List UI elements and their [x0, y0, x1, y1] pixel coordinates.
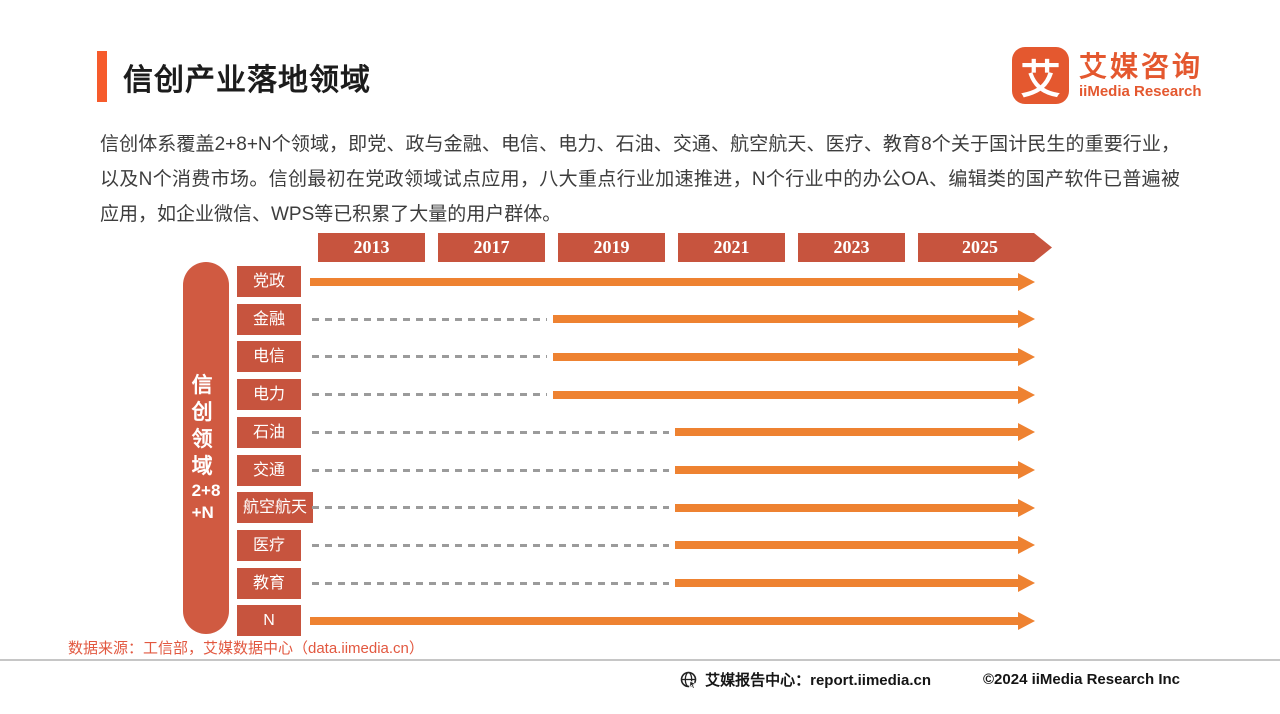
row-dashed-line: [312, 355, 548, 359]
row-track: [310, 417, 1052, 448]
chart-row: 电力: [237, 379, 1280, 411]
timeline-years: 2013 2017 2019 2021 2023 2025: [318, 233, 1052, 262]
row-arrow: [553, 352, 1018, 361]
row-dashed-line: [312, 430, 669, 434]
axis-label-text: 信创领域 2+8 +N: [191, 374, 221, 522]
row-arrow: [675, 541, 1018, 550]
data-source-note: 数据来源：工信部，艾媒数据中心（data.iimedia.cn）: [68, 640, 424, 657]
timeline-year: 2025: [918, 233, 1052, 262]
footer-divider: [0, 659, 1280, 661]
iimedia-logo: 艾 艾媒咨询 iiMedia Research: [1012, 47, 1203, 104]
row-label: 党政: [237, 266, 301, 297]
row-dashed-line: [312, 506, 669, 510]
row-track: [310, 379, 1052, 410]
title-accent-bar: [97, 51, 107, 102]
row-arrow: [553, 315, 1018, 324]
row-arrow: [310, 616, 1018, 625]
row-track: [310, 341, 1052, 372]
row-track: [310, 568, 1052, 599]
intro-paragraph: 信创体系覆盖2+8+N个领域，即党、政与金融、电信、电力、石油、交通、航空航天、…: [100, 134, 1180, 225]
row-label: 电力: [237, 379, 301, 411]
row-label: 金融: [237, 303, 301, 335]
row-arrow: [553, 390, 1018, 399]
page-title: 信创产业落地领域: [123, 64, 371, 97]
logo-name-en: iiMedia Research: [1079, 82, 1202, 100]
row-track: [310, 304, 1052, 335]
row-track: [310, 605, 1052, 636]
timeline-year: 2019: [558, 233, 665, 262]
timeline-year: 2021: [678, 233, 785, 262]
row-label: 航空航天: [237, 492, 314, 524]
row-dashed-line: [312, 317, 548, 321]
timeline-chart: 2013 2017 2019 2021 2023 2025 信创领域 2+8 +N 党政金融电…: [0, 230, 1280, 642]
chart-row: 石油: [237, 416, 1280, 448]
timeline-year: 2023: [798, 233, 905, 262]
chart-row: 医疗: [237, 529, 1280, 561]
row-arrow: [675, 579, 1018, 588]
row-track: [310, 530, 1052, 561]
chart-row: 交通: [237, 454, 1280, 486]
copyright-text: ©2024 iiMedia Research Inc: [983, 671, 1180, 688]
row-arrow: [675, 466, 1018, 474]
row-arrow: [310, 277, 1018, 286]
row-dashed-line: [312, 393, 548, 397]
chart-axis-bar: 信创领域 2+8 +N: [183, 262, 229, 634]
row-dashed-line: [312, 543, 669, 547]
row-track: [310, 266, 1052, 297]
chart-row: 金融: [237, 303, 1280, 335]
row-label: 医疗: [237, 529, 301, 561]
timeline-year: 2013: [318, 233, 425, 262]
row-dashed-line: [312, 468, 669, 472]
chart-row: 航空航天: [237, 492, 1280, 524]
row-arrow: [675, 503, 1018, 512]
chart-row: 教育: [237, 567, 1280, 599]
row-label: N: [237, 605, 301, 637]
row-label: 交通: [237, 454, 301, 486]
chart-row: 党政: [237, 266, 1280, 297]
row-label: 教育: [237, 567, 301, 599]
logo-mark-icon: 艾: [1012, 47, 1069, 104]
page-footer: 艾媒报告中心：report.iimedia.cn ©2024 iiMedia R…: [680, 669, 1180, 690]
row-arrow: [675, 428, 1018, 437]
row-label: 电信: [237, 341, 301, 373]
timeline-year: 2017: [438, 233, 545, 262]
globe-icon: [680, 671, 698, 689]
row-track: [310, 455, 1052, 486]
chart-row: N: [237, 605, 1280, 637]
row-label: 石油: [237, 416, 301, 448]
logo-name-cn: 艾媒咨询: [1079, 50, 1204, 82]
row-track: [310, 492, 1052, 523]
chart-row: 电信: [237, 341, 1280, 373]
report-center-text: 艾媒报告中心：report.iimedia.cn: [705, 672, 931, 689]
row-dashed-line: [312, 581, 669, 585]
